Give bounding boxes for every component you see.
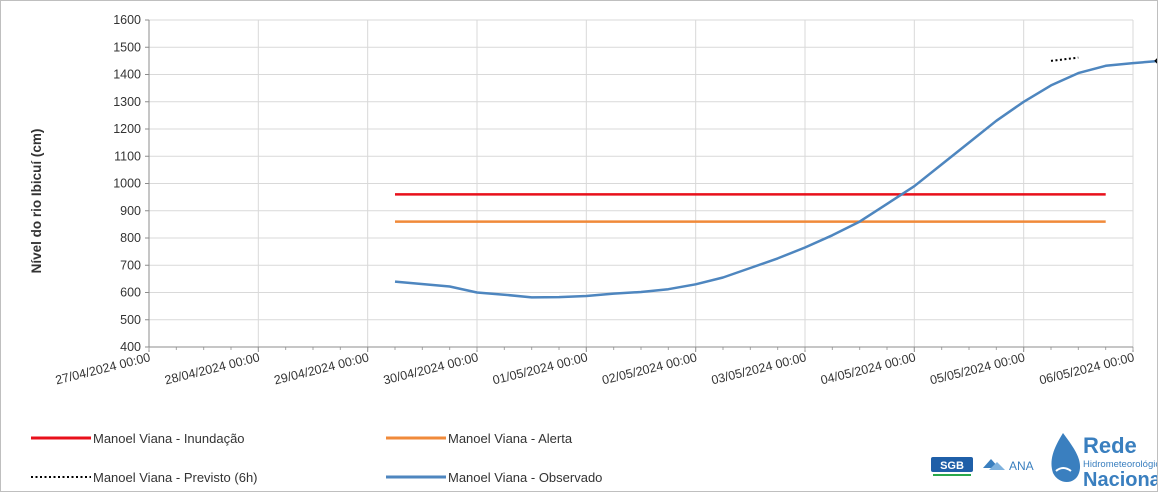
sgb-logo: SGB (931, 457, 973, 476)
y-tick-label: 400 (120, 340, 141, 354)
svg-text:Hidrometeorológica: Hidrometeorológica (1083, 459, 1157, 470)
y-tick-label: 700 (120, 258, 141, 272)
point-marker (1154, 57, 1158, 65)
y-tick-label: 1500 (113, 40, 141, 54)
series-line-2 (1050, 56, 1079, 62)
y-tick-label: 1200 (113, 122, 141, 136)
y-tick-label: 500 (120, 313, 141, 327)
legend-label: Manoel Viana - Alerta (448, 431, 573, 446)
x-tick-label: 27/04/2024 00:00 (54, 350, 152, 387)
y-tick-label: 800 (120, 231, 141, 245)
svg-text:Rede: Rede (1083, 433, 1137, 458)
x-tick-label: 03/05/2024 00:00 (710, 350, 808, 387)
y-tick-label: 900 (120, 204, 141, 218)
svg-text:SGB: SGB (940, 460, 964, 472)
legend-label: Manoel Viana - Previsto (6h) (93, 470, 258, 485)
y-axis-label: Nível do rio Ibicuí (cm) (29, 129, 44, 274)
x-tick-label: 04/05/2024 00:00 (819, 350, 917, 387)
x-tick-label: 30/04/2024 00:00 (382, 350, 480, 387)
y-tick-label: 1600 (113, 13, 141, 27)
svg-text:ANA: ANA (1009, 459, 1034, 473)
x-tick-label: 01/05/2024 00:00 (491, 350, 589, 387)
x-tick-label: 06/05/2024 00:00 (1038, 350, 1136, 387)
svg-text:Nacional: Nacional (1083, 469, 1157, 491)
y-tick-label: 1000 (113, 177, 141, 191)
y-tick-label: 1400 (113, 68, 141, 82)
x-tick-label: 28/04/2024 00:00 (163, 350, 261, 387)
ana-logo: ANA (983, 459, 1034, 473)
legend-label: Manoel Viana - Inundação (93, 431, 245, 446)
x-tick-label: 02/05/2024 00:00 (601, 350, 699, 387)
x-tick-label: 29/04/2024 00:00 (273, 350, 371, 387)
y-tick-label: 1300 (113, 95, 141, 109)
x-tick-label: 05/05/2024 00:00 (929, 350, 1027, 387)
legend-label: Manoel Viana - Observado (448, 470, 602, 485)
logo-group: SGB ANA Rede Hidrometeorológica Nacional (931, 433, 1158, 491)
data-label: 1450 (1156, 69, 1157, 84)
y-tick-label: 600 (120, 286, 141, 300)
series-line-3 (394, 59, 1158, 299)
y-tick-label: 1100 (114, 149, 141, 163)
rede-logo: Rede Hidrometeorológica Nacional (1051, 433, 1158, 491)
